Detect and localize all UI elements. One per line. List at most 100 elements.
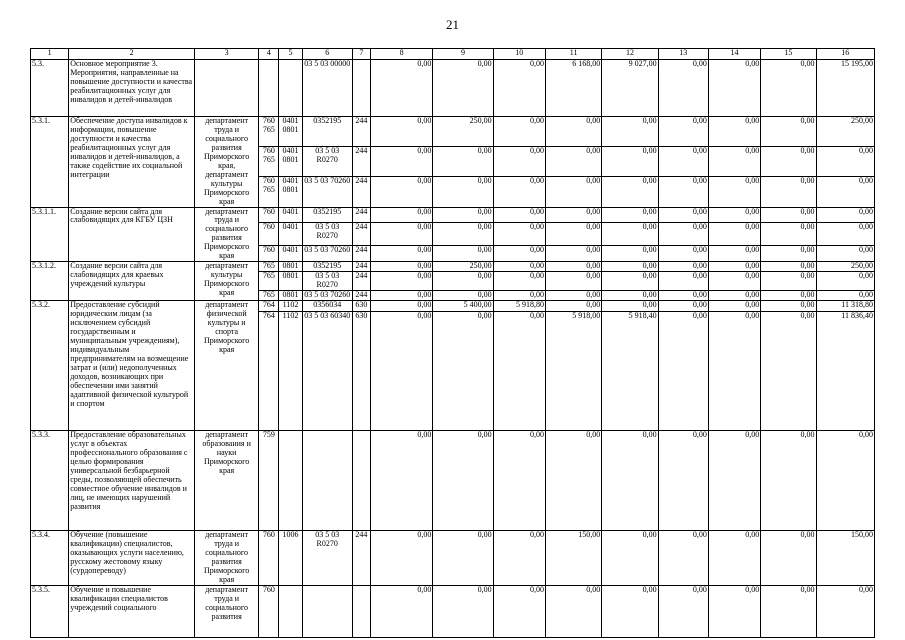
amount-cell: 0,00 xyxy=(707,59,762,117)
column-header: 16 xyxy=(815,48,876,60)
amount-cell: 0,00 xyxy=(707,115,762,148)
csr-code-cell: 03 5 03 R0270 xyxy=(301,271,353,292)
amount-cell: 0,00 xyxy=(815,290,876,302)
amount-cell: 0,00 xyxy=(601,261,659,273)
amount-cell: 0,00 xyxy=(492,176,546,208)
table-row: 5.3.1.2. Создание версии сайта для слабов… xyxy=(29,261,876,302)
amount-cell: 0,00 xyxy=(707,245,762,263)
amount-cell: 0,00 xyxy=(369,59,434,117)
column-header: 12 xyxy=(601,48,659,60)
amount-cell: 0,00 xyxy=(432,430,494,532)
grbs-code-cell: 760 xyxy=(258,206,280,224)
amount-cell: 0,00 xyxy=(657,176,709,208)
amount-cell: 0,00 xyxy=(601,222,659,247)
grbs-code-cell: 760 xyxy=(258,245,280,263)
amount-cell: 0,00 xyxy=(760,290,817,302)
row-number-cell: 5.3.5. xyxy=(29,584,70,638)
grbs-code-cell: 765 xyxy=(258,271,280,292)
table-row: 5.3. Основное мероприятие 3. Мероприятия,… xyxy=(29,59,876,117)
amount-cell: 0,00 xyxy=(432,311,494,432)
amount-cell: 0,00 xyxy=(815,430,876,532)
csr-code-cell: 03 5 03 70260 xyxy=(301,176,353,208)
amount-cell: 250,00 xyxy=(815,115,876,148)
amount-cell: 0,00 xyxy=(432,245,494,263)
amount-cell: 0,00 xyxy=(760,271,817,292)
amount-cell: 0,00 xyxy=(432,59,494,117)
amount-cell: 0,00 xyxy=(760,300,817,313)
executor-cell: департамент физической культуры и спорта… xyxy=(193,300,260,432)
column-header: 9 xyxy=(432,48,494,60)
amount-cell: 0,00 xyxy=(544,245,603,263)
amount-cell: 0,00 xyxy=(369,146,434,178)
grbs-code-cell xyxy=(258,59,280,117)
vr-code-cell: 244 xyxy=(351,115,371,148)
csr-code-cell: 0352195 xyxy=(301,115,353,148)
amount-cell: 11 836,40 xyxy=(815,311,876,432)
activity-name-cell: Создание версии сайта для слабовидящих д… xyxy=(68,206,195,263)
table-row: 5.3.5. Обучение и повышение квалификации … xyxy=(29,584,876,638)
amount-cell: 0,00 xyxy=(601,146,659,178)
column-header: 6 xyxy=(301,48,353,60)
amount-cell: 6 168,00 xyxy=(544,59,603,117)
amount-cell: 0,00 xyxy=(760,311,817,432)
amount-cell: 5 918,80 xyxy=(492,300,546,313)
amount-cell: 5 918,00 xyxy=(544,311,603,432)
amount-cell: 0,00 xyxy=(707,146,762,178)
rzpr-code-cell: 0401 xyxy=(278,206,303,224)
row-number-cell: 5.3.4. xyxy=(29,530,70,586)
executor-cell: департамент труда и социального развития… xyxy=(193,116,260,208)
rzpr-code-cell: 0801 xyxy=(278,271,303,292)
table-row: 5.3.2. Предоставление субсидий юридически… xyxy=(29,300,876,432)
amount-cell: 0,00 xyxy=(707,261,762,273)
executor-cell: департамент труда и социального развития… xyxy=(193,530,260,586)
amount-cell: 0,00 xyxy=(815,222,876,247)
amount-cell: 0,00 xyxy=(760,222,817,247)
amount-cell: 0,00 xyxy=(544,290,603,302)
grbs-code-cell: 760 765 xyxy=(258,146,280,178)
amount-cell: 0,00 xyxy=(657,115,709,148)
amount-cell: 0,00 xyxy=(657,290,709,302)
row-number-cell: 5.3.3. xyxy=(29,430,70,532)
amount-cell: 0,00 xyxy=(760,245,817,263)
table-row: 5.3.3. Предоставление образовательных усл… xyxy=(29,430,876,532)
amount-cell: 0,00 xyxy=(815,245,876,263)
amount-cell: 0,00 xyxy=(657,206,709,224)
rzpr-code-cell: 0801 xyxy=(278,290,303,302)
amount-cell: 0,00 xyxy=(432,176,494,208)
amount-cell: 0,00 xyxy=(657,245,709,263)
row-number-cell: 5.3.1. xyxy=(29,116,70,208)
csr-code-cell: 03 5 03 R0270 xyxy=(301,222,353,247)
csr-code-cell: 03 5 03 R0270 xyxy=(301,146,353,178)
amount-cell: 0,00 xyxy=(815,584,876,638)
executor-cell: департамент культуры Приморского края xyxy=(193,261,260,302)
vr-code-cell xyxy=(351,584,371,638)
amount-cell: 0,00 xyxy=(657,311,709,432)
amount-cell: 0,00 xyxy=(601,115,659,148)
activity-name-cell: Основное мероприятие 3. Мероприятия, нап… xyxy=(68,59,195,117)
grbs-code-cell: 760 xyxy=(258,222,280,247)
amount-cell: 0,00 xyxy=(432,222,494,247)
amount-cell: 0,00 xyxy=(815,271,876,292)
amount-cell: 0,00 xyxy=(369,115,434,148)
amount-cell: 0,00 xyxy=(492,146,546,178)
rzpr-code-cell xyxy=(278,430,303,532)
amount-cell: 0,00 xyxy=(369,430,434,532)
row-number-cell: 5.3. xyxy=(29,59,70,117)
amount-cell: 0,00 xyxy=(432,271,494,292)
grbs-code-cell: 765 xyxy=(258,290,280,302)
amount-cell: 0,00 xyxy=(369,206,434,224)
vr-code-cell: 244 xyxy=(351,222,371,247)
amount-cell: 9 027,00 xyxy=(601,59,659,117)
amount-cell: 0,00 xyxy=(760,261,817,273)
amount-cell: 0,00 xyxy=(707,584,762,638)
vr-code-cell: 244 xyxy=(351,290,371,302)
amount-cell: 0,00 xyxy=(601,271,659,292)
activity-name-cell: Обучение и повышение квалификации специа… xyxy=(68,584,195,638)
amount-cell: 0,00 xyxy=(544,176,603,208)
rzpr-code-cell: 1102 xyxy=(278,300,303,313)
rzpr-code-cell xyxy=(278,584,303,638)
budget-program-table: 1 2 3 4 5 6 7 8 9 10 11 12 13 14 15 16 5.3. Основное мер… xyxy=(29,48,876,638)
amount-cell: 0,00 xyxy=(657,59,709,117)
amount-cell: 0,00 xyxy=(760,584,817,638)
